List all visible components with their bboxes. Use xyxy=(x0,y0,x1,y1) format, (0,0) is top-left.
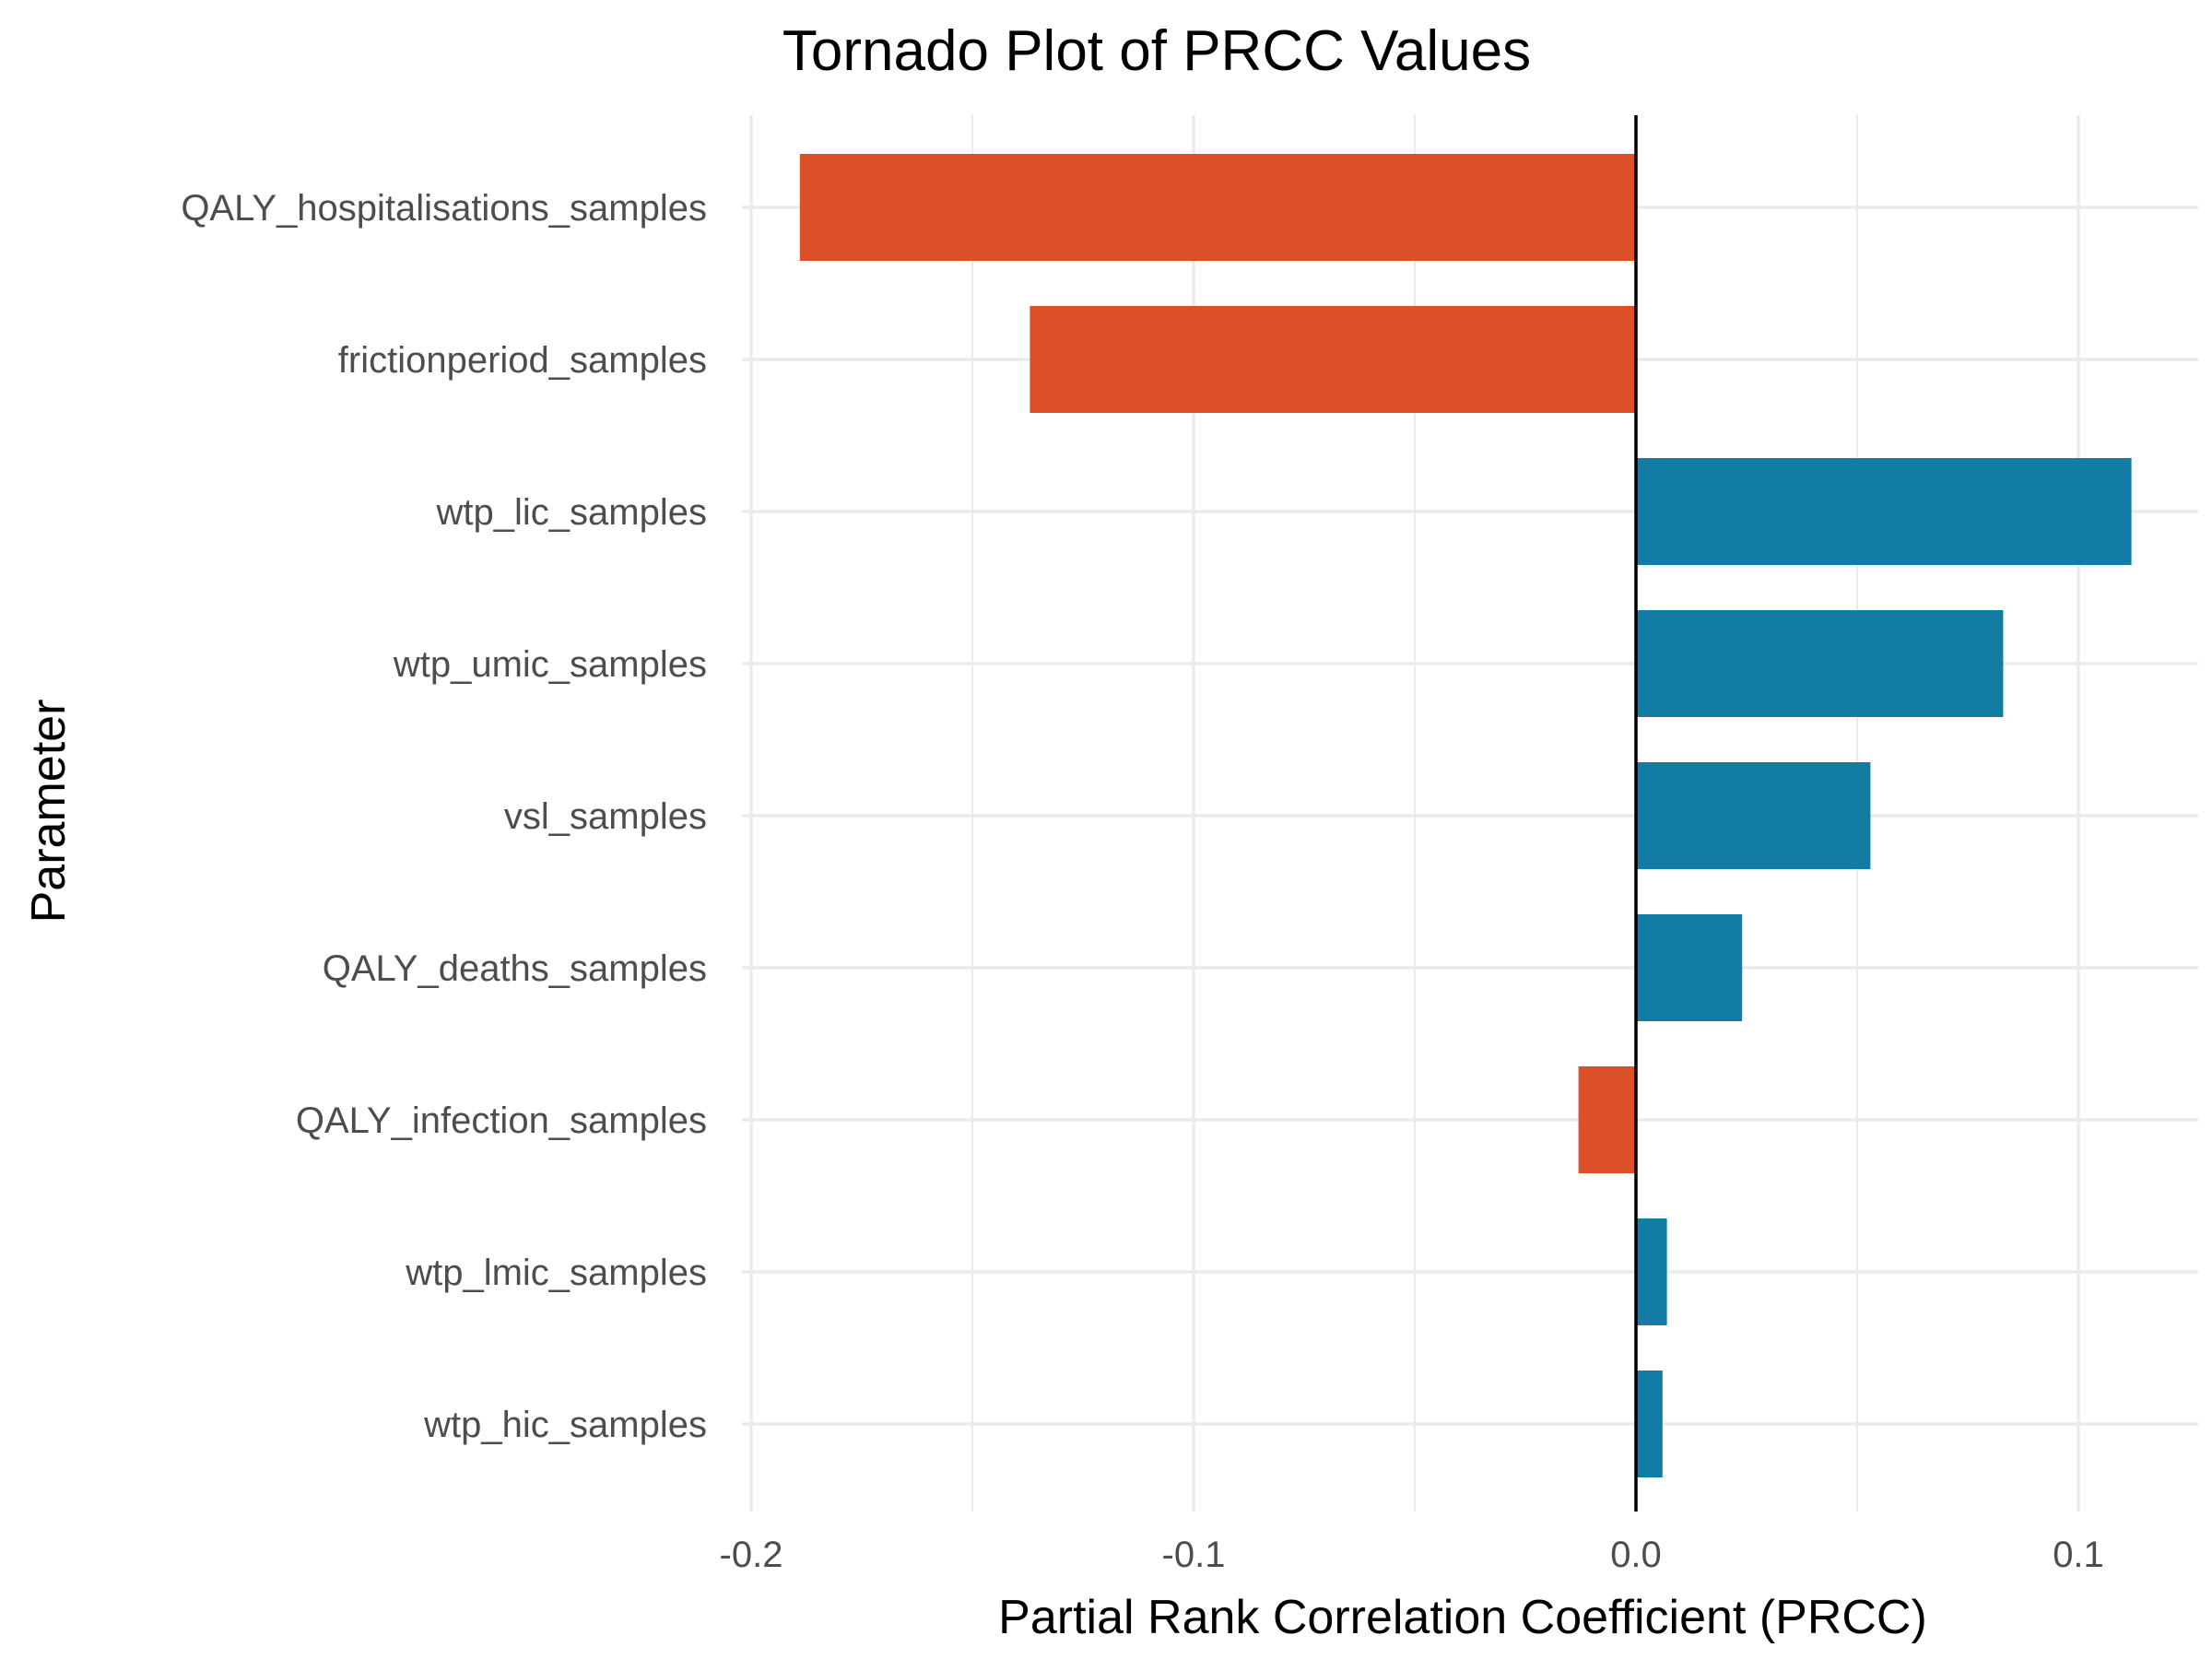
category-label: QALY_infection_samples xyxy=(296,1100,707,1141)
category-label: wtp_hic_samples xyxy=(423,1405,707,1445)
x-tick-label: -0.2 xyxy=(720,1535,783,1575)
bar-vsl-samples xyxy=(1636,762,1871,869)
x-axis-title: Partial Rank Correlation Coefficient (PR… xyxy=(998,1591,1927,1644)
category-label: frictionperiod_samples xyxy=(338,340,707,381)
bar-frictionperiod-samples xyxy=(1030,306,1636,413)
bars xyxy=(799,154,2132,1477)
x-tick-label: 0.0 xyxy=(1610,1535,1662,1575)
bar-qaly-infection-samples xyxy=(1578,1066,1636,1173)
chart-title: Tornado Plot of PRCC Values xyxy=(782,19,1531,83)
x-tick-labels: -0.2 -0.1 0.0 0.1 xyxy=(720,1535,2104,1575)
category-label: wtp_lic_samples xyxy=(436,492,707,533)
bar-wtp-lic-samples xyxy=(1636,458,2132,565)
category-label: QALY_deaths_samples xyxy=(323,948,707,989)
bar-qaly-deaths-samples xyxy=(1636,914,1743,1021)
bar-wtp-umic-samples xyxy=(1636,610,2004,717)
bar-wtp-lmic-samples xyxy=(1636,1218,1667,1325)
y-axis-title: Parameter xyxy=(22,700,76,924)
bar-wtp-hic-samples xyxy=(1636,1371,1663,1477)
category-label: QALY_hospitalisations_samples xyxy=(181,188,707,229)
category-label: wtp_umic_samples xyxy=(393,644,707,685)
category-label: vsl_samples xyxy=(504,796,707,837)
bar-qaly-hospitalisations-samples xyxy=(799,154,1636,261)
category-labels: QALY_hospitalisations_samples frictionper… xyxy=(181,188,707,1445)
category-label: wtp_lmic_samples xyxy=(405,1253,707,1293)
x-tick-label: 0.1 xyxy=(2053,1535,2104,1575)
x-tick-label: -0.1 xyxy=(1162,1535,1226,1575)
